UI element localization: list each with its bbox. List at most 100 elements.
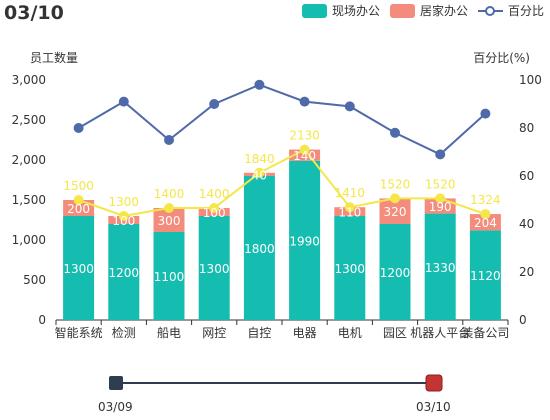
percent-point [299, 96, 310, 107]
y2-tick-label: 80 [519, 121, 534, 135]
total-point [209, 203, 220, 213]
percent-point [435, 149, 446, 160]
y-tick-label: 500 [23, 273, 46, 287]
total-point [480, 209, 491, 220]
total-label: 2130 [289, 129, 320, 143]
x-tick-label: 装备公司 [461, 326, 509, 340]
total-point [344, 202, 355, 213]
x-tick-label: 自控 [247, 326, 271, 340]
bar-onsite [153, 232, 185, 320]
bar-label-home: 190 [429, 200, 452, 214]
total-label: 1400 [154, 187, 185, 201]
x-tick-label: 机器人平台 [410, 325, 470, 340]
percent-point [118, 96, 129, 107]
bar-label-home: 100 [112, 214, 135, 228]
y-axis-title: 员工数量 [30, 50, 78, 65]
bar-label-home: 100 [203, 206, 226, 220]
x-tick-label: 电器 [293, 326, 317, 340]
legend-item-percent[interactable]: 百分比 [477, 2, 544, 19]
total-label: 1410 [335, 186, 366, 200]
bar-home [289, 149, 321, 161]
total-label: 1300 [109, 195, 140, 209]
y-tick-label: 2,500 [12, 113, 46, 127]
bar-onsite [379, 224, 411, 320]
bar-onsite [63, 216, 95, 320]
y2-tick-label: 20 [519, 265, 534, 279]
total-label: 1520 [425, 177, 456, 191]
x-tick-label: 网控 [202, 326, 226, 340]
percent-line [78, 83, 487, 156]
y-tick-label: 2,000 [12, 153, 46, 167]
bar-label-onsite: 1100 [154, 270, 185, 284]
bar-label-onsite: 1330 [425, 261, 456, 275]
legend-label-onsite: 现场办公 [331, 4, 380, 18]
bar-onsite [198, 216, 230, 320]
legend-swatch-home [389, 3, 415, 18]
bar-onsite [424, 213, 456, 320]
bar-label-onsite: 1200 [109, 266, 140, 280]
total-point [118, 211, 129, 221]
x-tick-label: 智能系统 [55, 325, 103, 340]
bar-label-onsite: 1300 [63, 262, 94, 276]
bar-label-home: 200 [67, 202, 90, 216]
percent-point [254, 79, 265, 90]
x-tick-label: 检测 [112, 325, 136, 340]
total-point [254, 167, 265, 178]
bar-label-onsite: 1200 [380, 266, 411, 280]
bar-home [424, 198, 456, 214]
percent-point [480, 108, 491, 119]
bar-onsite [243, 176, 275, 320]
timeline-node-current[interactable] [425, 374, 443, 392]
y2-tick-label: 40 [519, 217, 534, 231]
percent-point [209, 99, 220, 109]
legend-item-home[interactable]: 居家办公 [389, 2, 468, 19]
percent-point [73, 123, 84, 133]
x-tick-label: 船电 [157, 326, 181, 340]
total-point [73, 195, 84, 205]
legend-item-onsite[interactable]: 现场办公 [301, 2, 380, 19]
bar-label-home: 300 [158, 214, 181, 228]
percent-point [164, 135, 174, 145]
timeline-node-start[interactable] [109, 376, 123, 390]
legend: 现场办公 居家办公 百分比 [292, 2, 544, 19]
y-tick-label: 0 [38, 313, 46, 327]
total-label: 1840 [244, 152, 275, 166]
legend-label-percent: 百分比 [507, 4, 544, 18]
bar-label-onsite: 1990 [289, 234, 320, 248]
bar-label-onsite: 1120 [470, 269, 501, 283]
bar-label-home: 140 [293, 149, 316, 163]
bar-label-home: 320 [384, 205, 407, 219]
page-title: 03/10 [4, 2, 64, 24]
bar-label-onsite: 1300 [335, 262, 366, 276]
timeline-label-start: 03/09 [98, 400, 133, 414]
bar-onsite [108, 224, 140, 320]
bar-home [63, 200, 95, 216]
bar-label-home: 110 [338, 206, 361, 220]
bar-onsite [469, 230, 501, 320]
y2-tick-label: 60 [519, 169, 534, 183]
total-point [164, 203, 174, 213]
bar-label-onsite: 1300 [199, 262, 230, 276]
legend-swatch-onsite [301, 3, 327, 18]
y2-tick-label: 100 [519, 73, 542, 87]
legend-label-home: 居家办公 [419, 4, 468, 18]
y2-tick-label: 0 [519, 313, 527, 327]
total-point [299, 144, 310, 155]
bar-label-home: 204 [474, 216, 497, 230]
total-point [435, 193, 446, 204]
total-line [78, 148, 486, 218]
percent-point [390, 127, 400, 138]
y-tick-label: 1,000 [12, 233, 46, 247]
x-tick-label: 园区 [383, 326, 407, 340]
total-point [390, 193, 400, 204]
total-label: 1324 [470, 193, 501, 207]
bar-label-onsite: 1800 [244, 242, 275, 256]
x-tick-label: 电机 [338, 326, 362, 340]
bar-onsite [289, 160, 321, 320]
y-tick-label: 1,500 [12, 193, 46, 207]
percent-point [344, 101, 355, 112]
total-label: 1400 [199, 187, 230, 201]
bar-label-home: 40 [252, 168, 267, 182]
total-label: 1500 [63, 179, 94, 193]
